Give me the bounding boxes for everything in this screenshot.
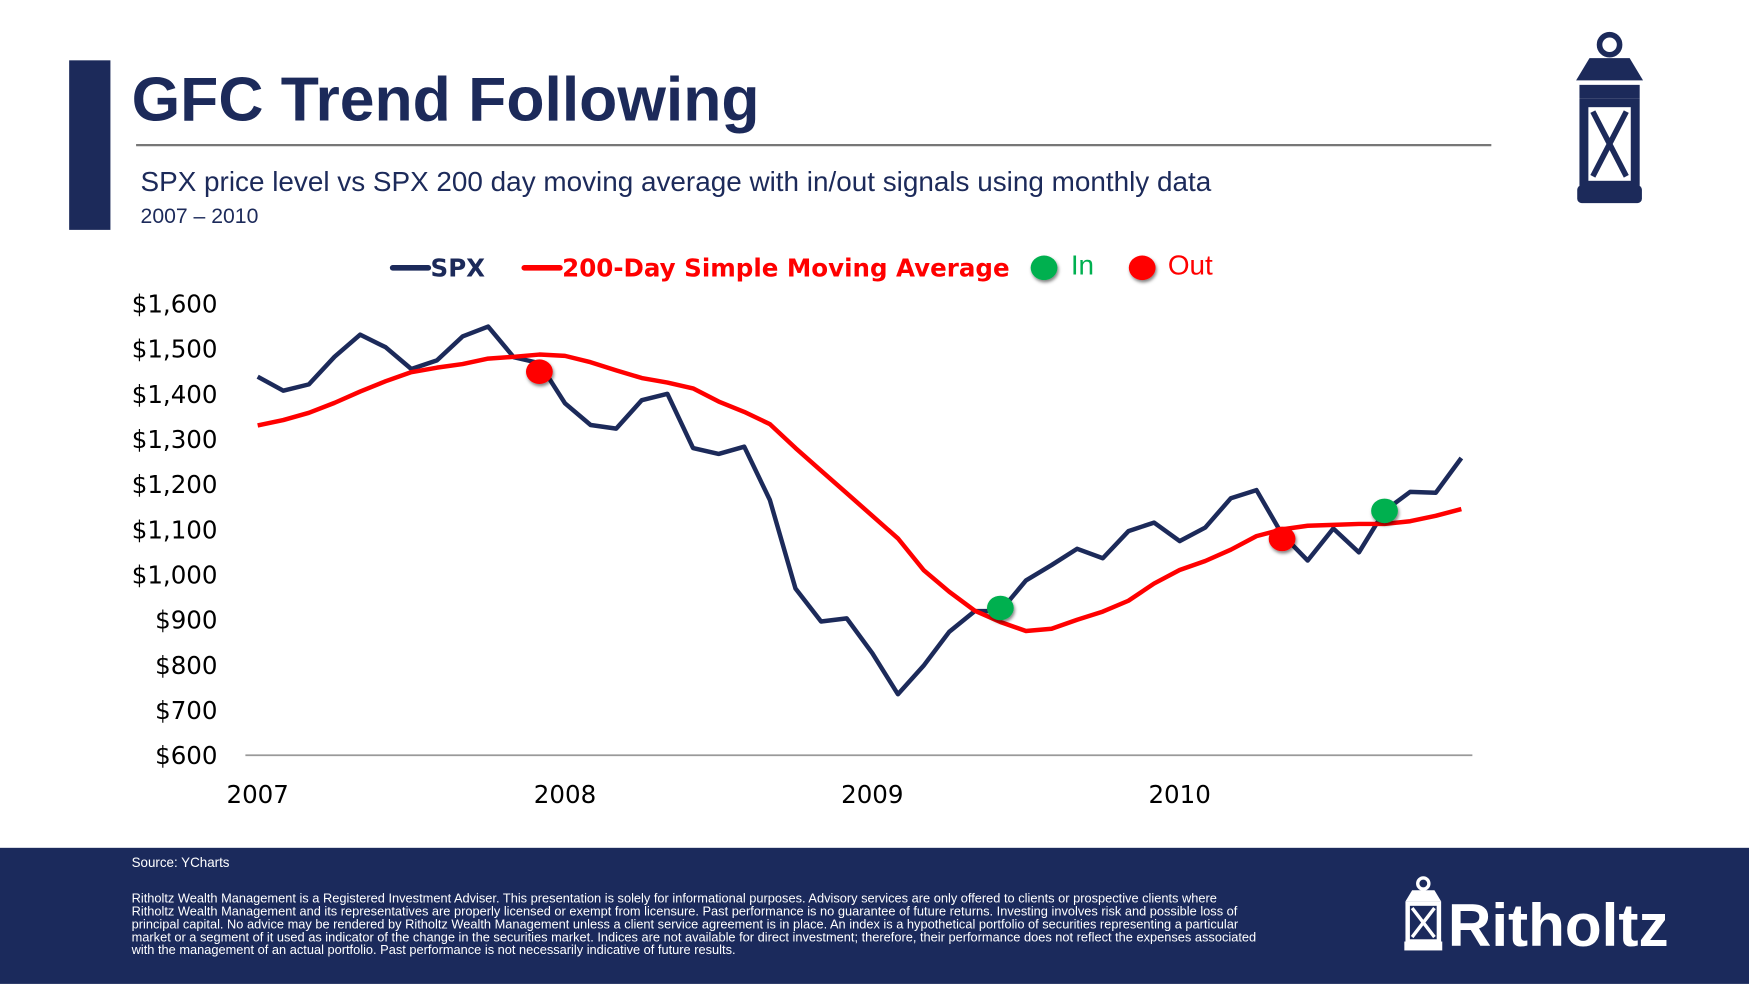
y-tick-label: $1,100: [132, 515, 218, 544]
y-tick-label: $1,600: [132, 289, 218, 318]
disclaimer: Ritholtz Wealth Management is a Register…: [131, 890, 1257, 957]
x-tick-label: 2010: [1148, 780, 1210, 809]
y-tick-label: $900: [155, 606, 217, 635]
signal-marker: [1371, 498, 1398, 524]
y-tick-label: $1,500: [132, 335, 218, 364]
logo: Ritholtz: [1448, 891, 1669, 959]
series-line: [257, 352, 1462, 634]
legend-label: Out: [1168, 249, 1213, 280]
source: Source: YCharts: [132, 855, 230, 870]
legend-label: SPX: [431, 254, 486, 283]
disclaimer-line: Ritholtz Wealth Management and its repre…: [132, 903, 1238, 918]
accent-bar: [69, 60, 111, 230]
legend-swatch: [1030, 255, 1058, 281]
disclaimer-line: principal capital. No advice may be rend…: [132, 916, 1239, 931]
signal-marker: [986, 595, 1014, 621]
x-tick-label: 2009: [841, 780, 903, 809]
x-tick-label: 2007: [226, 780, 288, 809]
lantern-icon: [1576, 31, 1644, 204]
signal-marker: [1268, 526, 1296, 552]
x-tick-label: 2008: [534, 780, 596, 809]
footer-band: [0, 847, 1749, 984]
footer-lantern: [1404, 876, 1443, 951]
chart: $600 $700 $800 $900 $1,000 $1,100 $1,200 $1,300…: [132, 249, 1473, 809]
legend-label: In: [1071, 249, 1094, 280]
subtitle: SPX price level vs SPX 200 day moving av…: [141, 166, 1212, 197]
series-line: [256, 324, 1464, 697]
disclaimer-line: market or a segment of it used as indica…: [132, 929, 1257, 944]
period: 2007 – 2010: [141, 205, 259, 228]
y-tick-label: $1,200: [132, 470, 218, 499]
y-tick-label: $1,000: [132, 560, 218, 589]
y-tick-label: $1,400: [132, 380, 218, 409]
disclaimer-line: with the management of an actual portfol…: [131, 942, 736, 957]
title: GFC Trend Following: [132, 65, 760, 135]
y-tick-label: $700: [155, 696, 217, 725]
y-tick-label: $800: [155, 651, 217, 680]
y-tick-label: $600: [155, 741, 217, 770]
legend-label: 200-Day Simple Moving Average: [562, 254, 1009, 283]
signal-marker: [525, 359, 553, 384]
disclaimer-line: Ritholtz Wealth Management is a Register…: [132, 890, 1217, 905]
legend-swatch: [1128, 255, 1156, 281]
y-tick-label: $1,300: [132, 425, 218, 454]
